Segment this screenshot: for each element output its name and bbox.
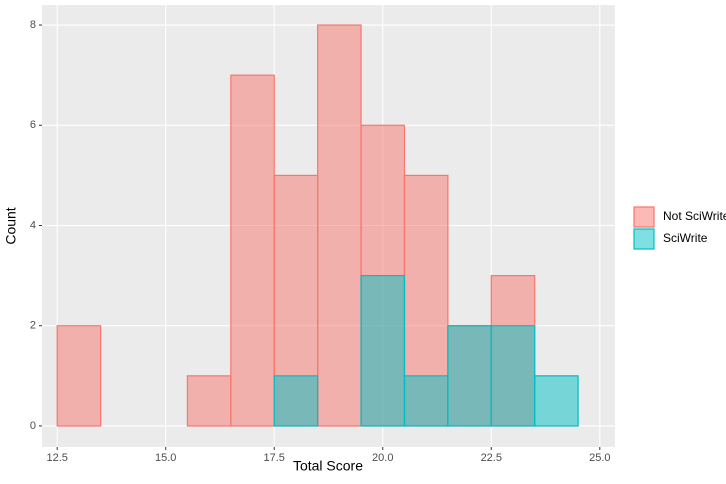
- y-tick-label: 6: [30, 119, 36, 131]
- x-tick-label: 15.0: [155, 452, 176, 464]
- bar: [273, 375, 319, 427]
- y-tick-label: 4: [30, 219, 36, 231]
- x-axis-title: Total Score: [293, 458, 363, 474]
- legend-key: [633, 228, 655, 250]
- bar: [534, 375, 579, 427]
- bar: [230, 74, 275, 427]
- x-tick-label: 17.5: [264, 452, 285, 464]
- y-tick-label: 8: [30, 19, 36, 31]
- y-tick-label: 0: [30, 420, 36, 432]
- bar: [447, 325, 492, 427]
- x-tick-label: 12.5: [46, 452, 67, 464]
- bar: [490, 325, 536, 427]
- bar: [56, 325, 102, 427]
- bar: [360, 275, 406, 427]
- y-axis-title: Count: [3, 207, 19, 244]
- x-tick-label: 25.0: [589, 452, 610, 464]
- bar: [403, 375, 449, 427]
- legend-label: SciWrite: [663, 231, 708, 245]
- x-tick-label: 22.5: [481, 452, 502, 464]
- legend-key: [633, 206, 655, 228]
- bar: [186, 375, 232, 427]
- x-tick-label: 20.0: [372, 452, 393, 464]
- y-tick-label: 2: [30, 320, 36, 332]
- bar: [317, 24, 362, 427]
- legend-label: Not SciWrite: [663, 209, 726, 223]
